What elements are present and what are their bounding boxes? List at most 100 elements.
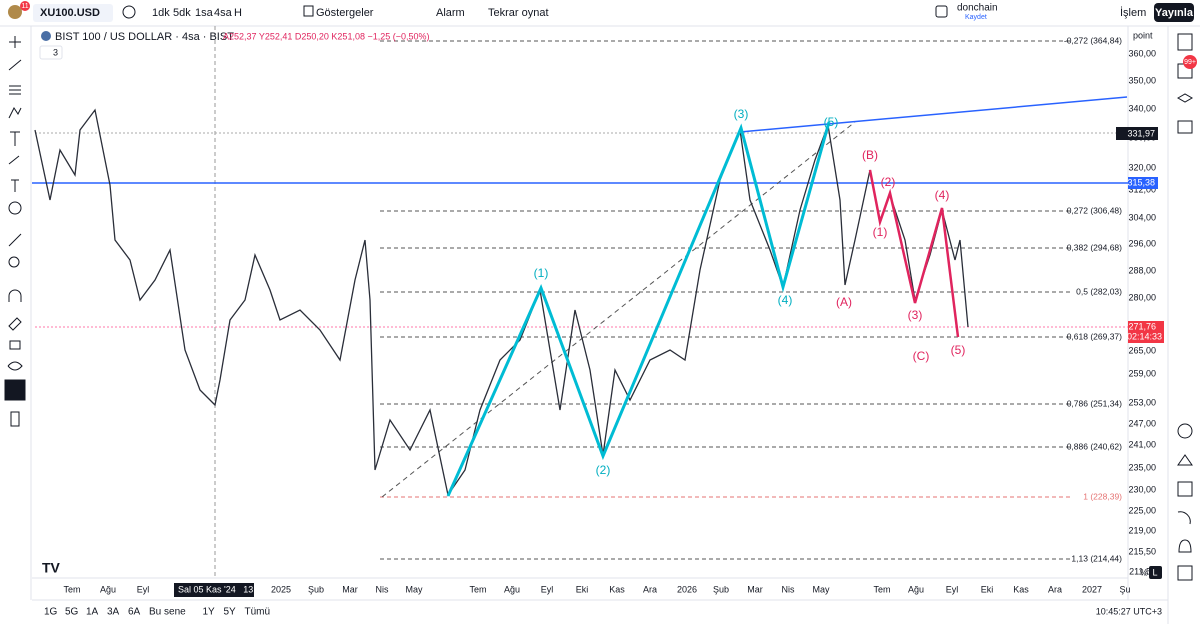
- time-label: Tem: [469, 584, 486, 594]
- time-label: Tem: [63, 584, 80, 594]
- legend-title: BIST 100 / US DOLLAR · 4sa · BIST: [55, 31, 234, 43]
- time-label: Eki: [576, 584, 589, 594]
- impulse-wave[interactable]: [446, 121, 831, 497]
- interval-button[interactable]: 5dk: [173, 7, 191, 19]
- time-label: Eki: [981, 584, 994, 594]
- price-label: 265,00: [1128, 345, 1156, 355]
- fib-label: 0,886 (240,62): [1067, 441, 1122, 451]
- time-label: Nis: [376, 584, 389, 594]
- time-label: Ağu: [908, 584, 924, 594]
- wave-label: (2): [596, 463, 611, 477]
- price-label: 360,00: [1128, 48, 1156, 58]
- legend-count[interactable]: 3: [53, 47, 58, 57]
- wave-label: (3): [908, 308, 923, 322]
- time-label: 2025: [271, 584, 291, 594]
- fib-label: 1,13 (214,44): [1071, 553, 1122, 563]
- range-button[interactable]: Tümü: [245, 607, 271, 618]
- fib-label: 1 (228,39): [1083, 491, 1122, 501]
- price-label: 320,00: [1128, 162, 1156, 172]
- range-button[interactable]: 6A: [128, 607, 141, 618]
- wave-label: (4): [778, 293, 793, 307]
- price-label: 247,00: [1128, 418, 1156, 428]
- legend-ohlc: A252,37 Y252,41 D250,20 K251,08 −1,25 (−…: [223, 31, 430, 41]
- time-label: Mar: [342, 584, 358, 594]
- price-label: 296,00: [1128, 238, 1156, 248]
- range-button[interactable]: 1A: [86, 607, 99, 618]
- wave-label: (1): [534, 266, 549, 280]
- range-button[interactable]: Bu sene: [149, 607, 186, 618]
- range-button[interactable]: 3A: [107, 607, 120, 618]
- price-series: [34, 108, 969, 497]
- axis-unit: point: [1133, 30, 1153, 40]
- time-label: Kas: [1013, 584, 1029, 594]
- time-label: Ağu: [504, 584, 520, 594]
- wave-label: (2): [881, 175, 896, 189]
- line-price: 315,38: [1127, 177, 1155, 187]
- trend-line[interactable]: [739, 96, 1128, 133]
- alarm-button[interactable]: Alarm: [436, 7, 465, 19]
- price-label: 219,00: [1128, 525, 1156, 535]
- crosshair-price: 331,97: [1127, 128, 1155, 138]
- symbol[interactable]: XU100.USD: [40, 7, 100, 19]
- price-label: 230,00: [1128, 484, 1156, 494]
- time-label: 2026: [677, 584, 697, 594]
- trade-button[interactable]: İşlem: [1120, 6, 1146, 19]
- time-label: May: [405, 584, 423, 594]
- wave-label: (1): [873, 225, 888, 239]
- time-label: Ara: [1048, 584, 1062, 594]
- sub-wave[interactable]: [868, 169, 960, 338]
- price-label: 304,00: [1128, 212, 1156, 222]
- wave-label: (4): [935, 188, 950, 202]
- fib-label: 0,786 (251,34): [1067, 398, 1122, 408]
- drawing-tools[interactable]: [4, 36, 26, 427]
- fib-label: 0,382 (294,68): [1067, 242, 1122, 252]
- interval-button[interactable]: 1dk: [152, 7, 170, 19]
- crosshair-time: Sal 05 Kas '24 13:00: [178, 584, 266, 594]
- log-toggle[interactable]: L: [1152, 567, 1157, 577]
- wave-label: (5): [951, 343, 966, 357]
- percent-toggle[interactable]: %: [1140, 567, 1148, 577]
- price-label: 235,00: [1128, 462, 1156, 472]
- price-label: 350,00: [1128, 75, 1156, 85]
- publish-label: Yayınla: [1155, 7, 1194, 19]
- wave-label: (B): [862, 148, 878, 162]
- price-label: 312,00: [1128, 184, 1156, 194]
- publish-button[interactable]: [1154, 3, 1194, 22]
- range-button[interactable]: 5Y: [224, 607, 237, 618]
- interval-button[interactable]: 4sa: [214, 7, 233, 19]
- interval-button[interactable]: H: [234, 7, 242, 19]
- range-button[interactable]: 1G: [44, 607, 58, 618]
- time-label: Eyl: [946, 584, 959, 594]
- indicators-button[interactable]: Göstergeler: [316, 7, 374, 19]
- price-label: 225,00: [1128, 505, 1156, 515]
- price-label: 253,00: [1128, 397, 1156, 407]
- replay-button[interactable]: Tekrar oynat: [488, 7, 549, 19]
- wave-label: (3): [734, 107, 749, 121]
- clock: 10:45:27 UTC+3: [1096, 606, 1162, 616]
- layout-name[interactable]: donchain: [957, 3, 998, 14]
- interval-button[interactable]: 1sa: [195, 7, 214, 19]
- price-label: 211,50: [1129, 566, 1156, 576]
- range-button[interactable]: 1Y: [203, 607, 216, 618]
- price-label: 259,00: [1128, 368, 1156, 378]
- bar-countdown: 02:14:33: [1127, 331, 1162, 341]
- fib-label: 0,272 (306,48): [1067, 205, 1122, 215]
- time-label: Ara: [643, 584, 657, 594]
- wave-label: (5): [824, 115, 839, 129]
- price-label: 340,00: [1128, 103, 1156, 113]
- price-label: 288,00: [1128, 265, 1156, 275]
- wave-label: (C): [913, 349, 930, 363]
- svg-text:TV: TV: [42, 560, 61, 576]
- range-button[interactable]: 5G: [65, 607, 79, 618]
- time-label: Kas: [609, 584, 625, 594]
- fib-label: 0,618 (269,37): [1067, 331, 1122, 341]
- notification-badge: 99+: [1184, 59, 1196, 66]
- right-panel[interactable]: [1176, 33, 1194, 581]
- avatar[interactable]: [8, 5, 22, 19]
- time-label: Şu: [1119, 584, 1130, 594]
- time-label: Tem: [873, 584, 890, 594]
- time-label: Ağu: [100, 584, 116, 594]
- fib-label: -0,272 (364,84): [1064, 35, 1122, 45]
